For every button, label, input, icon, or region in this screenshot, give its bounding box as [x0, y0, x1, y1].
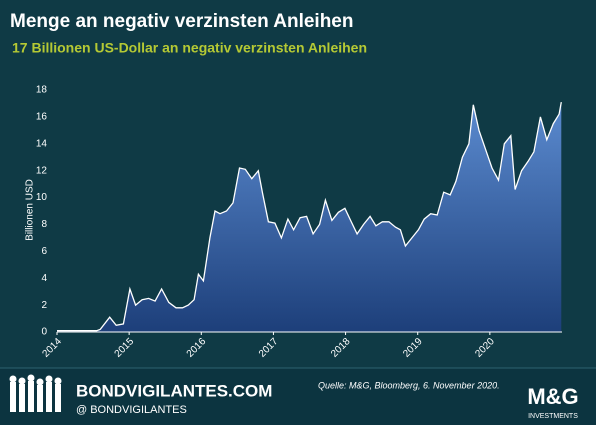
source-note: Quelle: M&G, Bloomberg, 6. November 2020…: [318, 380, 500, 390]
y-tick-label: 4: [41, 273, 47, 284]
y-tick-label: 12: [36, 165, 48, 176]
y-tick-label: 2: [41, 300, 47, 311]
logo-people: [9, 374, 62, 412]
footer-band: [0, 368, 596, 425]
brand-box: [515, 376, 591, 422]
y-tick-label: 8: [41, 219, 47, 230]
brand-logo: M&G: [527, 384, 578, 409]
chart-subtitle: 17 Billionen US-Dollar an negativ verzin…: [12, 40, 367, 56]
area-line: [57, 101, 562, 332]
y-tick-label: 10: [36, 192, 48, 203]
y-tick-label: 18: [36, 85, 48, 96]
site-name: BONDVIGILANTES.COM: [76, 381, 272, 400]
y-tick-label: 6: [41, 246, 47, 257]
y-tick-label: 0: [41, 327, 47, 338]
site-handle: @ BONDVIGILANTES: [76, 404, 187, 416]
y-tick-label: 14: [36, 138, 48, 149]
brand-sub: INVESTMENTS: [528, 413, 578, 420]
area-fill: [57, 102, 562, 332]
y-tick-label: 16: [36, 112, 48, 123]
chart-title: Menge an negativ verzinsten Anleihen: [10, 11, 353, 32]
y-axis-label: Billionen USD: [25, 179, 36, 241]
